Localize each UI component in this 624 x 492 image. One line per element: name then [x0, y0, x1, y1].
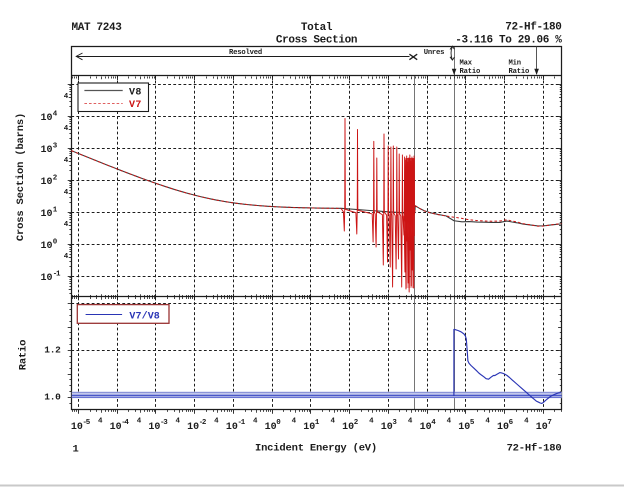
- svg-text:4: 4: [214, 418, 219, 426]
- svg-text:V7: V7: [129, 100, 142, 111]
- svg-text:3: 3: [392, 419, 397, 427]
- svg-text:-4: -4: [121, 419, 129, 427]
- svg-text:10: 10: [381, 422, 393, 433]
- svg-text:3: 3: [53, 142, 58, 150]
- svg-text:Ratio: Ratio: [18, 340, 30, 371]
- svg-text:4: 4: [369, 418, 374, 426]
- svg-text:10: 10: [40, 177, 52, 188]
- svg-text:Cross Section: Cross Section: [276, 35, 357, 47]
- svg-text:10: 10: [40, 273, 52, 284]
- svg-text:4: 4: [64, 93, 69, 101]
- svg-text:-1: -1: [53, 270, 61, 278]
- svg-text:5: 5: [470, 419, 475, 427]
- svg-text:MAT 7243: MAT 7243: [72, 22, 123, 34]
- svg-text:4: 4: [137, 418, 142, 426]
- svg-text:1: 1: [73, 444, 79, 456]
- svg-text:6: 6: [509, 419, 514, 427]
- svg-text:72-Hf-180: 72-Hf-180: [505, 22, 561, 34]
- svg-text:Min: Min: [509, 60, 521, 68]
- svg-text:72-Hf-180: 72-Hf-180: [507, 443, 562, 455]
- svg-text:-3: -3: [160, 419, 168, 427]
- svg-text:Resolved: Resolved: [229, 49, 262, 57]
- svg-text:4: 4: [447, 418, 452, 426]
- svg-text:V7/V8: V7/V8: [129, 310, 160, 322]
- svg-text:4: 4: [64, 253, 69, 261]
- svg-text:V8: V8: [129, 88, 142, 99]
- svg-text:4: 4: [431, 419, 436, 427]
- svg-text:-1: -1: [238, 419, 246, 427]
- svg-text:10: 10: [148, 422, 160, 433]
- svg-text:10: 10: [187, 422, 199, 433]
- svg-text:1: 1: [315, 419, 320, 427]
- svg-text:4: 4: [53, 110, 58, 118]
- svg-text:10: 10: [497, 422, 509, 433]
- svg-text:4: 4: [175, 418, 180, 426]
- svg-text:4: 4: [64, 157, 69, 165]
- svg-text:Cross Section (barns): Cross Section (barns): [15, 113, 27, 241]
- svg-text:Incident Energy (eV): Incident Energy (eV): [255, 443, 377, 455]
- svg-text:4: 4: [485, 418, 490, 426]
- svg-text:4: 4: [98, 418, 103, 426]
- svg-text:4: 4: [64, 189, 69, 197]
- svg-text:10: 10: [40, 113, 52, 124]
- svg-text:-3.116 To 29.06 %: -3.116 To 29.06 %: [455, 35, 562, 47]
- svg-text:4: 4: [253, 418, 258, 426]
- svg-text:4: 4: [524, 418, 529, 426]
- svg-text:10: 10: [536, 422, 548, 433]
- svg-text:0: 0: [276, 419, 281, 427]
- svg-text:2: 2: [53, 174, 58, 182]
- svg-text:1.0: 1.0: [44, 392, 61, 403]
- svg-text:-5: -5: [83, 419, 91, 427]
- svg-text:-2: -2: [199, 419, 207, 427]
- svg-text:1: 1: [53, 206, 58, 214]
- svg-text:4: 4: [64, 125, 69, 133]
- svg-text:10: 10: [458, 422, 470, 433]
- svg-text:Ratio: Ratio: [460, 68, 481, 76]
- svg-text:10: 10: [265, 422, 277, 433]
- svg-text:10: 10: [40, 241, 52, 252]
- svg-text:10: 10: [226, 422, 238, 433]
- svg-text:4: 4: [64, 221, 69, 229]
- svg-text:2: 2: [354, 419, 359, 427]
- svg-text:10: 10: [110, 422, 122, 433]
- svg-text:Unres: Unres: [424, 49, 445, 57]
- svg-text:10: 10: [40, 145, 52, 156]
- svg-text:10: 10: [303, 422, 315, 433]
- svg-text:4: 4: [408, 418, 413, 426]
- svg-text:10: 10: [420, 422, 432, 433]
- svg-text:Total: Total: [301, 22, 333, 34]
- svg-text:Ratio: Ratio: [509, 68, 530, 76]
- svg-text:Max: Max: [460, 60, 473, 68]
- svg-text:4: 4: [292, 418, 297, 426]
- svg-text:1.2: 1.2: [44, 345, 61, 356]
- svg-text:4: 4: [330, 418, 335, 426]
- svg-text:10: 10: [71, 422, 83, 433]
- svg-text:10: 10: [40, 209, 52, 220]
- svg-text:7: 7: [547, 419, 552, 427]
- svg-text:0: 0: [53, 238, 58, 246]
- svg-text:10: 10: [342, 422, 354, 433]
